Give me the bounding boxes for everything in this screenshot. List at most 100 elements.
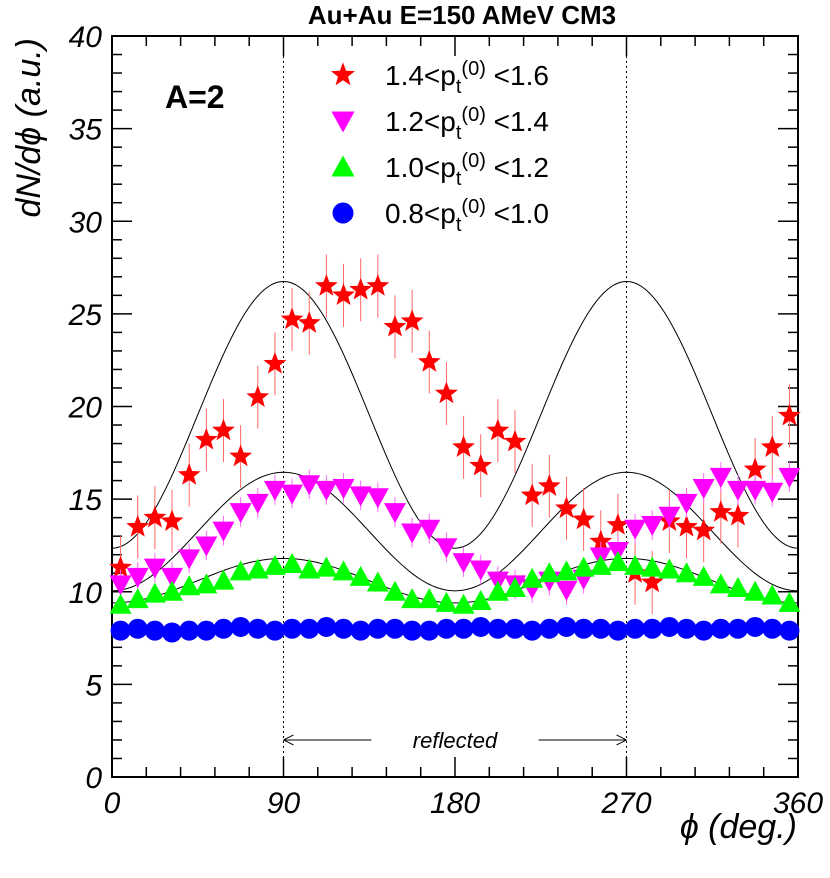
data-point (778, 467, 801, 488)
y-tick-label: 20 (68, 392, 103, 425)
data-point (401, 523, 424, 544)
data-point (745, 616, 766, 637)
data-point (161, 567, 184, 588)
data-point (642, 618, 663, 639)
data-point (503, 429, 527, 452)
y-tick-label: 10 (69, 577, 103, 610)
annotation-arrowhead-right (616, 734, 627, 746)
data-point (436, 618, 457, 639)
data-point (726, 577, 749, 598)
data-point (727, 618, 748, 639)
data-point (419, 620, 440, 641)
data-point (143, 505, 167, 528)
data-point (555, 496, 578, 519)
panel-label: A=2 (165, 79, 225, 115)
data-point (572, 507, 596, 530)
data-point (743, 457, 767, 480)
data-point (537, 474, 561, 496)
data-point (297, 311, 321, 333)
y-tick-label: 0 (85, 762, 102, 795)
data-point (453, 618, 474, 639)
data-point (281, 484, 304, 505)
data-point (556, 616, 577, 637)
data-point (246, 558, 269, 579)
data-point (659, 616, 680, 637)
data-point (538, 562, 561, 583)
data-point (573, 618, 594, 639)
data-point (350, 620, 371, 641)
data-point (709, 573, 732, 594)
legend-marker (331, 111, 355, 133)
data-point (247, 618, 268, 639)
x-tick-label: 360 (773, 787, 823, 820)
data-point (470, 616, 491, 637)
data-point (709, 467, 732, 488)
data-point (383, 503, 406, 524)
data-point (179, 620, 200, 641)
plot-area: 0 90 180 270 360 0 5 10 15 20 25 30 35 40 reflected (68, 21, 824, 820)
data-point (778, 403, 801, 426)
data-point (486, 580, 509, 601)
data-point (539, 618, 560, 639)
data-point (744, 580, 767, 601)
data-point (520, 483, 544, 506)
data-point (332, 479, 355, 500)
data-point (400, 309, 424, 331)
data-point (299, 618, 320, 639)
data-point (641, 556, 664, 577)
data-point (744, 480, 767, 501)
data-point (367, 618, 388, 639)
data-point (641, 516, 664, 537)
data-point (384, 618, 405, 639)
data-point (212, 418, 235, 441)
data-point (230, 616, 251, 637)
data-point (606, 513, 630, 535)
legend-marker (332, 202, 354, 224)
x-tick-label: 180 (430, 787, 480, 820)
data-point (589, 529, 613, 552)
data-point (332, 283, 355, 306)
data-point (658, 558, 681, 579)
data-point (333, 618, 354, 639)
data-point (692, 518, 716, 541)
data-point (126, 514, 150, 537)
data-point (263, 554, 286, 575)
data-point (366, 274, 390, 296)
x-axis-title: ϕ (deg.) (680, 808, 797, 846)
data-point (298, 475, 321, 496)
data-point (177, 463, 201, 485)
data-point (469, 453, 493, 476)
x-tick-label: 90 (267, 787, 301, 820)
data-point (435, 591, 458, 612)
data-point (366, 488, 389, 509)
legend-label: 0.8<pt(0) <1.0 (385, 196, 549, 236)
y-tick-label: 35 (69, 114, 103, 147)
annotation-text: reflected (413, 728, 498, 753)
data-point (298, 558, 321, 579)
data-point (761, 584, 784, 605)
data-point (109, 593, 132, 614)
data-point (366, 571, 389, 592)
annotation-arrowhead-left (283, 734, 294, 746)
data-point (761, 482, 784, 503)
data-point (452, 435, 475, 457)
data-point (607, 620, 628, 641)
legend-label: 1.4<pt(0) <1.6 (385, 58, 549, 98)
data-point (316, 616, 337, 637)
x-tick-label: 270 (600, 787, 651, 820)
data-point (692, 479, 715, 500)
data-point (127, 618, 148, 639)
data-point (640, 570, 664, 593)
data-point (314, 274, 338, 296)
data-point (779, 620, 800, 641)
data-point (590, 618, 611, 639)
fit-curve (111, 280, 799, 549)
data-point (349, 486, 372, 507)
data-point (435, 538, 458, 559)
y-tick-label: 30 (69, 206, 103, 239)
data-point (625, 618, 646, 639)
data-point (178, 575, 201, 596)
data-point (194, 427, 218, 450)
data-point (676, 618, 697, 639)
